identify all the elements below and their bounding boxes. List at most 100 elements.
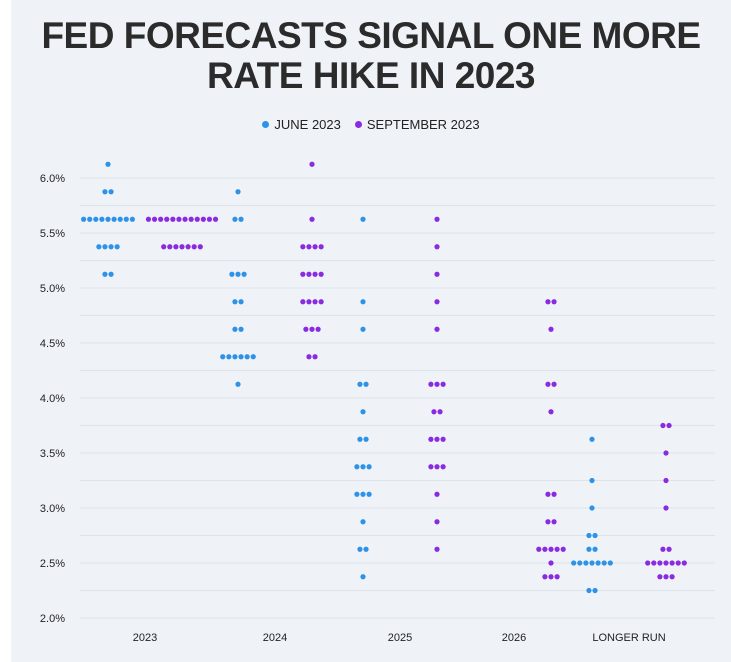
dot-point	[173, 244, 179, 250]
dot-point	[548, 546, 554, 552]
dot-point	[102, 244, 108, 250]
dot-point	[105, 161, 111, 167]
dot-point	[554, 546, 560, 552]
dot-point	[306, 354, 312, 360]
dot-point	[434, 519, 440, 525]
dot-point	[545, 491, 551, 497]
dot-point	[645, 560, 651, 566]
legend-dot-june-icon	[262, 121, 270, 128]
dot-point	[312, 271, 318, 277]
dot-point	[306, 299, 312, 305]
dot-point	[309, 161, 315, 167]
dot-point	[182, 216, 188, 222]
grid-lines	[80, 177, 715, 619]
dot-point	[428, 381, 434, 387]
dot-point	[586, 587, 592, 594]
chart-legend: JUNE 2023 SEPTEMBER 2023	[11, 117, 731, 132]
dot-point	[238, 326, 244, 332]
dot-point	[244, 354, 250, 360]
dot-point	[108, 189, 114, 195]
dot-point	[87, 216, 93, 222]
dot-point	[161, 244, 167, 250]
chart-title-line-2: RATE HIKE IN 2023	[206, 55, 536, 96]
dot-point	[200, 216, 206, 222]
dot-point	[586, 546, 592, 552]
y-axis-ticks: 2.0% 2.5% 3.0% 3.5% 4.0% 4.5% 5.0% 5.5% 6.0%	[40, 173, 65, 625]
dot-point	[360, 491, 366, 497]
dot-point	[212, 216, 219, 222]
dot-point	[300, 271, 306, 277]
dot-point	[99, 216, 105, 222]
dot-point	[434, 299, 440, 305]
dot-point	[129, 216, 135, 222]
dot-point	[226, 354, 232, 360]
dot-point	[669, 560, 675, 566]
dot-point	[551, 299, 557, 305]
dot-point	[238, 354, 244, 360]
dot-point	[434, 381, 440, 387]
dot-point	[548, 574, 554, 580]
dot-point	[663, 505, 669, 511]
dot-point	[179, 244, 185, 250]
dot-point	[318, 271, 324, 277]
dot-point	[123, 216, 129, 222]
dot-point	[235, 189, 241, 195]
y-tick-label: 2.5%	[40, 558, 65, 570]
dot-point	[232, 216, 238, 222]
dot-point	[360, 574, 366, 580]
dot-point	[434, 216, 440, 222]
dot-point	[250, 354, 256, 360]
dot-point	[108, 244, 114, 250]
y-tick-label: 4.5%	[40, 338, 65, 350]
dot-point	[440, 464, 446, 470]
dot-point	[545, 381, 551, 387]
dot-point	[220, 354, 226, 360]
dot-point	[437, 409, 443, 415]
dot-point	[663, 574, 669, 580]
dot-point	[167, 244, 173, 250]
dot-point	[232, 326, 238, 332]
dot-point	[360, 299, 366, 305]
dot-point	[428, 464, 434, 470]
dot-point	[145, 216, 152, 222]
chart-title-line-1: FED FORECASTS SIGNAL ONE MORE	[41, 15, 701, 56]
dot-point	[560, 546, 566, 552]
y-tick-label: 6.0%	[40, 173, 65, 185]
dot-point	[309, 326, 315, 332]
dot-point	[434, 491, 440, 497]
dot-point	[303, 326, 309, 332]
dot-point	[232, 299, 238, 305]
dot-point	[586, 532, 592, 539]
dot-point	[194, 216, 200, 222]
dot-point	[363, 546, 369, 552]
dot-point	[357, 381, 363, 387]
x-tick-label: 2024	[263, 632, 287, 644]
dot-point	[536, 546, 542, 552]
dot-point	[197, 244, 203, 250]
dot-point	[660, 546, 666, 552]
dot-point	[318, 244, 324, 250]
dot-point	[434, 464, 440, 470]
chart-panel: FED FORECASTS SIGNAL ONE MORE RATE HIKE …	[11, 0, 731, 662]
dot-point	[102, 271, 108, 277]
dot-point	[434, 244, 440, 250]
dot-point	[114, 244, 120, 250]
dot-point	[601, 560, 607, 566]
dot-point	[607, 560, 613, 566]
dot-point	[93, 216, 99, 222]
dot-point	[660, 422, 666, 429]
y-tick-label: 3.0%	[40, 503, 65, 515]
dot-point	[309, 216, 315, 222]
dot-point	[151, 216, 158, 222]
dot-point	[315, 326, 321, 332]
dot-point	[681, 560, 687, 566]
dot-point	[589, 505, 595, 511]
dot-point	[363, 436, 369, 442]
dot-point	[235, 271, 241, 277]
y-tick-label: 5.5%	[40, 228, 65, 240]
dot-point	[434, 436, 440, 442]
dot-point	[232, 354, 238, 360]
dot-point	[81, 216, 87, 222]
dot-point	[545, 519, 551, 525]
dot-point	[354, 491, 360, 497]
